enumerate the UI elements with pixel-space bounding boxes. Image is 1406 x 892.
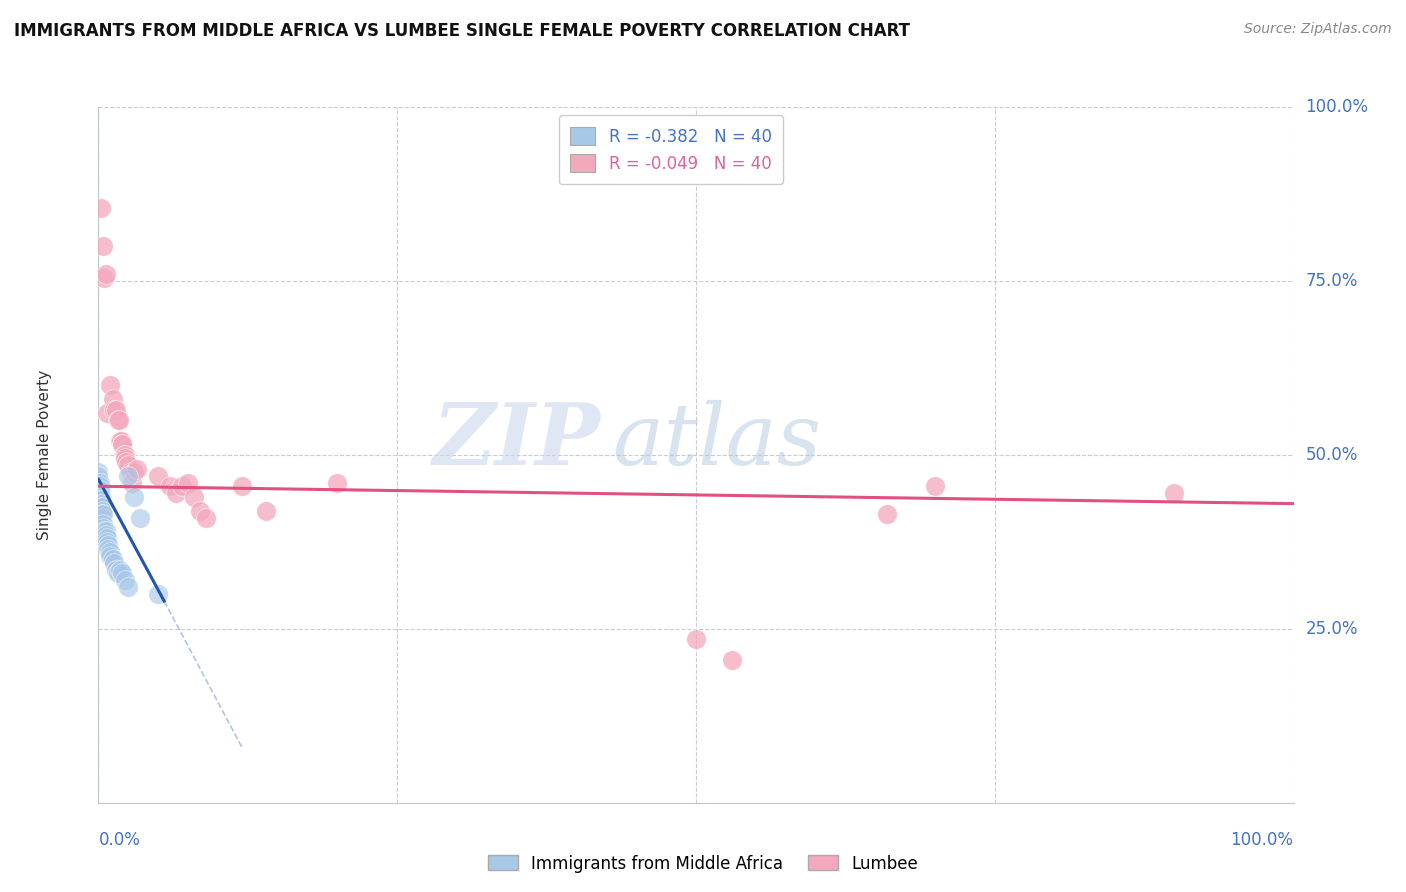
- Point: [326, 475, 349, 490]
- Point: [685, 632, 707, 647]
- Point: [91, 507, 114, 521]
- Point: [107, 413, 129, 427]
- Point: [148, 587, 170, 601]
- Point: [94, 267, 117, 281]
- Text: 25.0%: 25.0%: [1305, 620, 1358, 638]
- Point: [98, 545, 122, 559]
- Point: [89, 493, 111, 508]
- Text: Single Female Poverty: Single Female Poverty: [37, 370, 52, 540]
- Legend: R = -0.382   N = 40, R = -0.049   N = 40: R = -0.382 N = 40, R = -0.049 N = 40: [558, 115, 783, 185]
- Point: [93, 524, 115, 539]
- Point: [148, 468, 170, 483]
- Point: [721, 653, 744, 667]
- Point: [89, 490, 111, 504]
- Point: [91, 517, 114, 532]
- Point: [115, 455, 138, 469]
- Point: [129, 510, 152, 524]
- Point: [91, 503, 114, 517]
- Point: [91, 521, 114, 535]
- Point: [105, 402, 128, 417]
- Point: [114, 448, 136, 462]
- Point: [96, 406, 118, 420]
- Text: Source: ZipAtlas.com: Source: ZipAtlas.com: [1244, 22, 1392, 37]
- Point: [87, 466, 110, 480]
- Point: [90, 493, 112, 508]
- Point: [107, 413, 129, 427]
- Point: [91, 239, 114, 253]
- Point: [93, 528, 115, 542]
- Point: [124, 490, 146, 504]
- Point: [90, 500, 112, 514]
- Text: ZIP: ZIP: [433, 400, 600, 483]
- Point: [90, 497, 112, 511]
- Point: [112, 448, 135, 462]
- Point: [89, 483, 111, 497]
- Point: [114, 573, 136, 587]
- Point: [254, 503, 277, 517]
- Point: [172, 479, 194, 493]
- Point: [101, 392, 124, 407]
- Point: [96, 532, 118, 546]
- Point: [89, 475, 111, 490]
- Point: [89, 479, 111, 493]
- Point: [114, 451, 136, 466]
- Point: [111, 437, 134, 451]
- Point: [101, 552, 124, 566]
- Text: 100.0%: 100.0%: [1305, 98, 1368, 116]
- Point: [94, 524, 117, 539]
- Point: [107, 566, 129, 581]
- Point: [183, 490, 205, 504]
- Point: [87, 468, 110, 483]
- Point: [111, 566, 134, 581]
- Text: 75.0%: 75.0%: [1305, 272, 1358, 290]
- Point: [110, 434, 132, 448]
- Point: [90, 201, 112, 215]
- Point: [231, 479, 253, 493]
- Point: [117, 468, 139, 483]
- Text: IMMIGRANTS FROM MIDDLE AFRICA VS LUMBEE SINGLE FEMALE POVERTY CORRELATION CHART: IMMIGRANTS FROM MIDDLE AFRICA VS LUMBEE …: [14, 22, 910, 40]
- Point: [124, 466, 146, 480]
- Point: [96, 535, 118, 549]
- Point: [876, 507, 898, 521]
- Point: [120, 466, 142, 480]
- Text: 50.0%: 50.0%: [1305, 446, 1358, 464]
- Point: [165, 486, 187, 500]
- Text: 0.0%: 0.0%: [98, 830, 141, 848]
- Point: [117, 580, 139, 594]
- Legend: Immigrants from Middle Africa, Lumbee: Immigrants from Middle Africa, Lumbee: [481, 848, 925, 880]
- Point: [194, 510, 217, 524]
- Point: [90, 490, 112, 504]
- Point: [97, 538, 120, 552]
- Point: [125, 462, 148, 476]
- Point: [91, 510, 114, 524]
- Point: [108, 563, 131, 577]
- Point: [93, 270, 115, 285]
- Text: atlas: atlas: [612, 400, 821, 483]
- Point: [91, 507, 114, 521]
- Point: [98, 549, 122, 563]
- Point: [91, 500, 114, 514]
- Text: 100.0%: 100.0%: [1230, 830, 1294, 848]
- Point: [97, 541, 120, 556]
- Point: [924, 479, 946, 493]
- Point: [94, 528, 117, 542]
- Point: [121, 475, 143, 490]
- Point: [98, 378, 122, 392]
- Point: [103, 556, 125, 570]
- Point: [177, 475, 200, 490]
- Point: [111, 437, 134, 451]
- Point: [1163, 486, 1185, 500]
- Point: [105, 563, 128, 577]
- Point: [188, 503, 211, 517]
- Point: [108, 434, 131, 448]
- Point: [103, 402, 125, 417]
- Point: [117, 458, 139, 473]
- Point: [159, 479, 181, 493]
